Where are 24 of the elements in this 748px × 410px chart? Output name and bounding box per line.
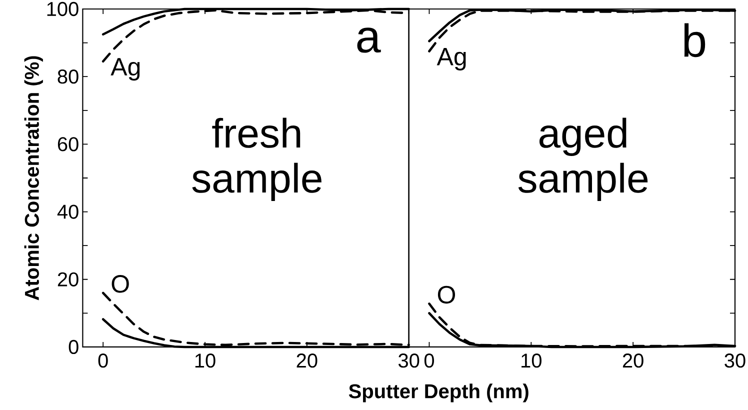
x-tick-label: 0 [98, 354, 108, 368]
annotation: Ag [110, 58, 140, 81]
y-tick-label: 20 [58, 272, 78, 286]
annotation: fresh sample [192, 118, 322, 202]
y-tick-label: 40 [57, 204, 78, 219]
y-tick-label: 100 [47, 2, 78, 16]
annotation: O [112, 275, 129, 293]
chart-title: b [684, 23, 706, 58]
annotation: Ag [436, 48, 466, 70]
y-tick-label: 0 [68, 340, 78, 354]
annotation: O [438, 286, 456, 304]
x-tick-label: 10 [195, 354, 216, 368]
x-axis-title: Sputter Depth (nm) [348, 384, 528, 402]
y-tick-label: 80 [58, 70, 78, 84]
y-axis-title: Atomic Concentration (%) [24, 56, 43, 300]
x-tick-label: 30 [398, 354, 420, 368]
y-tick-label: 60 [58, 137, 78, 152]
x-tick-label: 10 [522, 354, 542, 368]
chart-title: a [357, 28, 381, 53]
x-tick-label: 20 [296, 354, 318, 368]
x-tick-label: 20 [622, 354, 644, 368]
annotation: aged sample [518, 118, 648, 202]
x-tick-label: 0 [424, 354, 434, 368]
x-tick-label: 30 [724, 354, 746, 368]
